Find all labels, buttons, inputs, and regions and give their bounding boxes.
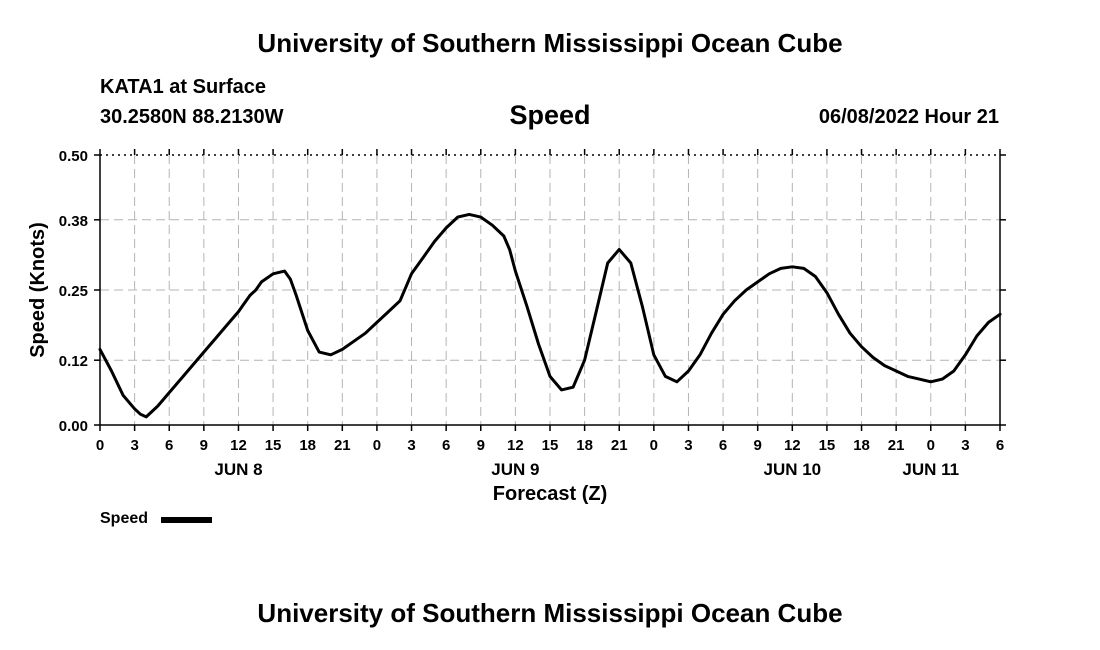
forecast-datetime: 06/08/2022 Hour 21 [818,106,999,128]
x-tick-label: 12 [507,437,524,454]
y-axis-title: Speed (Knots) [27,222,49,358]
day-label: JUN 11 [902,460,959,479]
x-tick-label: 15 [819,437,836,454]
y-tick-label: 0.00 [59,418,88,435]
day-label: JUN 8 [214,460,262,479]
chart-labels: 0.00 0.12 0.25 0.38 0.50 0 3 6 9 12 15 18 21 0 3 6 9 12 15… [27,148,1004,505]
x-tick-label: 9 [477,437,485,454]
x-tick-label: 6 [442,437,450,454]
y-tick-label: 0.38 [59,213,88,230]
y-tick-label: 0.12 [59,353,88,370]
x-tick-label: 21 [334,437,351,454]
series-line-speed [98,212,1002,419]
x-tick-label: 21 [611,437,628,454]
x-tick-label: 6 [719,437,727,454]
x-tick-label: 15 [542,437,559,454]
x-tick-label: 0 [96,437,104,454]
legend-swatch [161,517,212,523]
x-tick-label: 12 [230,437,247,454]
x-tick-label: 21 [888,437,905,454]
x-tick-label: 0 [650,437,658,454]
station-label: KATA1 at Surface [100,76,266,98]
x-tick-label: 18 [853,437,870,454]
footer-title: University of Southern Mississippi Ocean… [257,598,843,628]
x-tick-label: 0 [927,437,935,454]
chart-series [98,212,1002,419]
x-tick-label: 15 [265,437,282,454]
x-tick-label: 18 [299,437,316,454]
chart-axes [94,149,1006,431]
x-tick-label: 3 [130,437,138,454]
x-tick-label: 0 [373,437,381,454]
x-tick-label: 18 [576,437,593,454]
x-tick-label: 3 [407,437,415,454]
x-tick-label: 12 [784,437,801,454]
chart-title: Speed [509,100,591,130]
chart-grid [100,154,1000,426]
coordinates-label: 30.2580N 88.2130W [100,106,284,128]
page-title: University of Southern Mississippi Ocean… [257,28,843,58]
x-tick-label: 3 [961,437,969,454]
x-tick-label: 6 [165,437,173,454]
legend-label: Speed [100,510,149,527]
y-tick-label: 0.25 [59,283,88,300]
x-tick-label: 9 [200,437,208,454]
x-axis-title: Forecast (Z) [493,483,607,505]
x-tick-label: 6 [996,437,1004,454]
y-tick-label: 0.50 [59,148,88,165]
day-label: JUN 10 [763,460,821,479]
day-label: JUN 9 [491,460,539,479]
x-tick-label: 9 [754,437,762,454]
x-tick-label: 3 [684,437,692,454]
